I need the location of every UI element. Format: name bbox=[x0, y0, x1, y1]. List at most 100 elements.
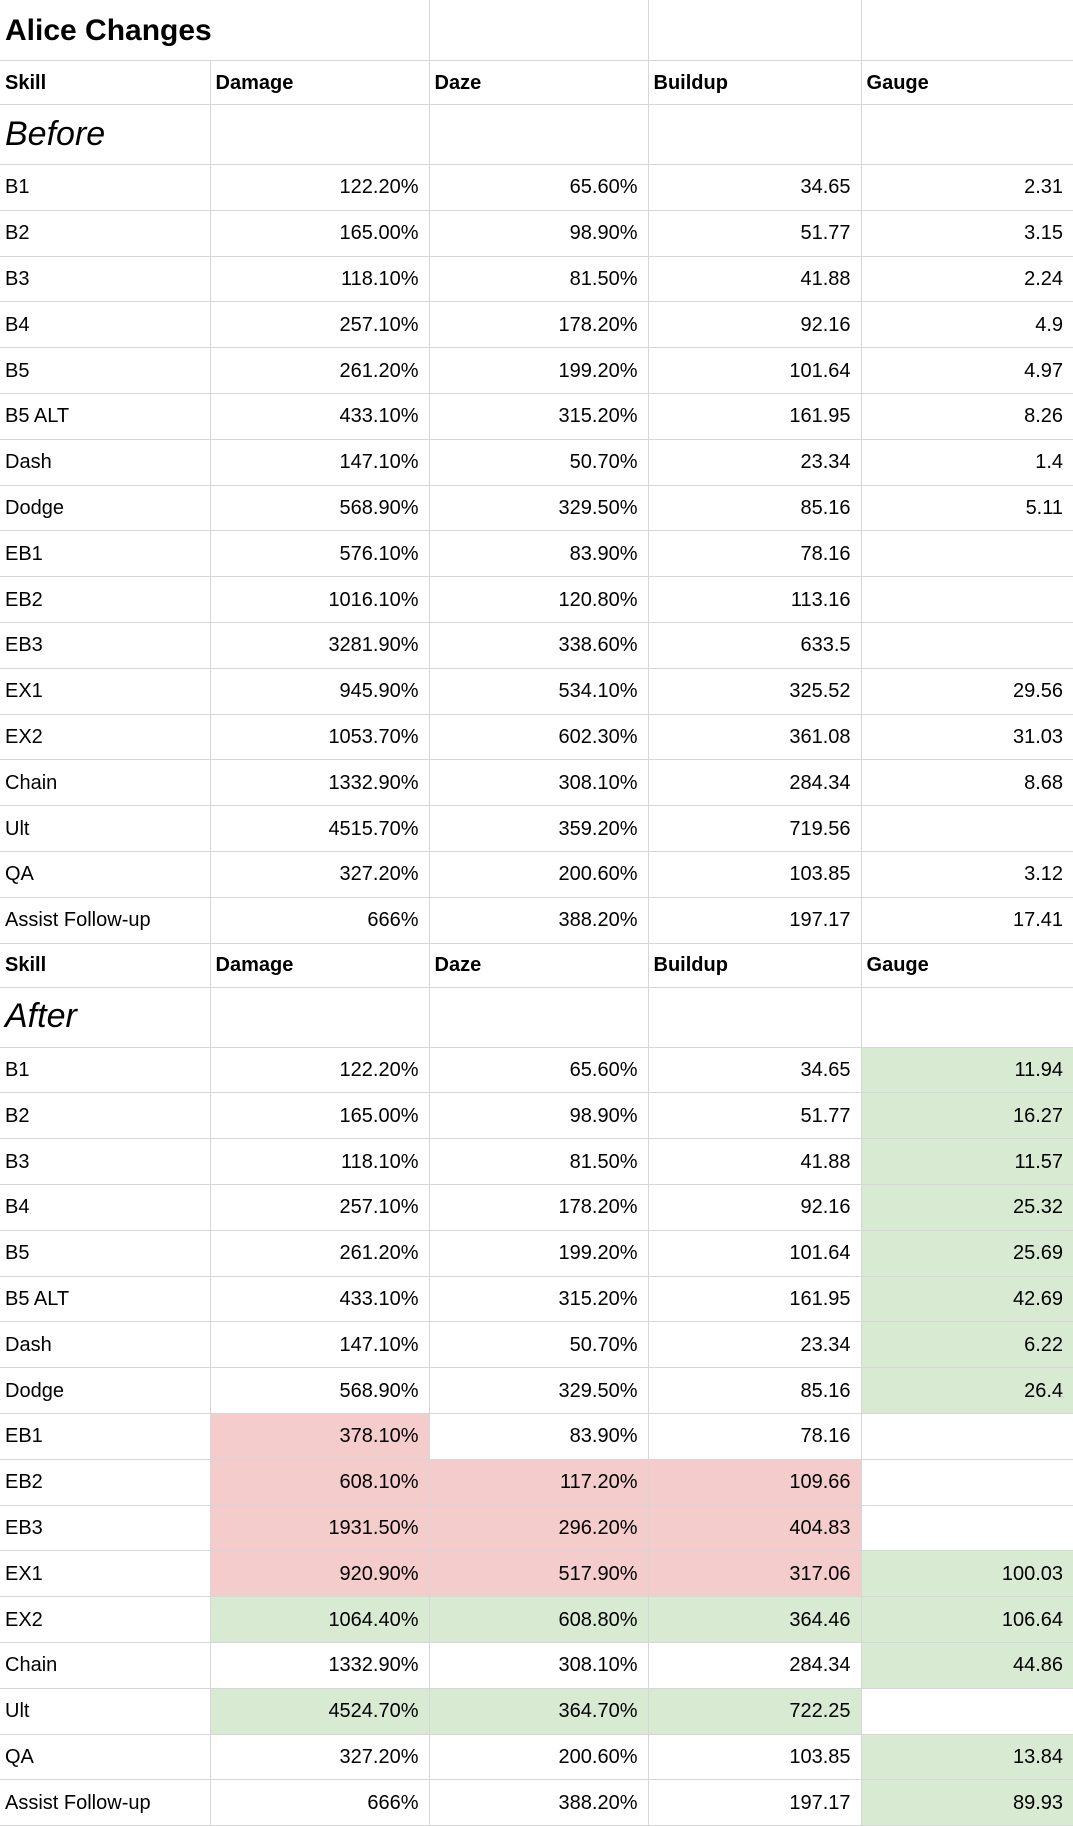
gauge-cell[interactable] bbox=[860, 621, 1073, 669]
buildup-cell[interactable]: 197.17 bbox=[647, 1779, 862, 1826]
daze-cell[interactable]: 308.10% bbox=[428, 759, 649, 807]
daze-cell[interactable]: 308.10% bbox=[428, 1641, 649, 1689]
empty-cell[interactable] bbox=[647, 986, 862, 1048]
gauge-cell[interactable]: 11.94 bbox=[860, 1046, 1073, 1094]
gauge-cell[interactable]: 4.9 bbox=[860, 301, 1073, 349]
damage-cell[interactable]: 666% bbox=[209, 896, 430, 944]
skill-cell[interactable]: B2 bbox=[0, 209, 211, 257]
damage-cell[interactable]: 920.90% bbox=[209, 1550, 430, 1598]
buildup-cell[interactable]: 361.08 bbox=[647, 713, 862, 761]
skill-cell[interactable]: Dodge bbox=[0, 484, 211, 532]
daze-cell[interactable]: 199.20% bbox=[428, 347, 649, 394]
damage-cell[interactable]: 576.10% bbox=[209, 530, 430, 578]
daze-cell[interactable]: 329.50% bbox=[428, 1367, 649, 1414]
skill-cell[interactable]: EX1 bbox=[0, 667, 211, 715]
skill-cell[interactable]: B4 bbox=[0, 301, 211, 349]
damage-cell[interactable]: 122.20% bbox=[209, 164, 430, 211]
daze-cell[interactable]: 517.90% bbox=[428, 1550, 649, 1598]
empty-cell[interactable] bbox=[209, 986, 430, 1048]
gauge-cell[interactable] bbox=[860, 1504, 1073, 1552]
gauge-cell[interactable]: 42.69 bbox=[860, 1275, 1073, 1323]
damage-cell[interactable]: 147.10% bbox=[209, 1321, 430, 1369]
skill-cell[interactable]: Chain bbox=[0, 1641, 211, 1689]
skill-cell[interactable]: B4 bbox=[0, 1183, 211, 1231]
skill-cell[interactable]: Dash bbox=[0, 438, 211, 486]
gauge-cell[interactable]: 8.26 bbox=[860, 392, 1073, 440]
damage-cell[interactable]: 118.10% bbox=[209, 255, 430, 303]
daze-cell[interactable]: 50.70% bbox=[428, 438, 649, 486]
daze-cell[interactable]: 534.10% bbox=[428, 667, 649, 715]
gauge-cell[interactable]: 89.93 bbox=[860, 1779, 1073, 1826]
skill-cell[interactable]: B3 bbox=[0, 255, 211, 303]
buildup-cell[interactable]: 197.17 bbox=[647, 896, 862, 944]
daze-cell[interactable]: 364.70% bbox=[428, 1687, 649, 1735]
column-header[interactable]: Daze bbox=[428, 60, 649, 105]
damage-cell[interactable]: 261.20% bbox=[209, 1229, 430, 1277]
damage-cell[interactable]: 257.10% bbox=[209, 1183, 430, 1231]
empty-cell[interactable] bbox=[428, 0, 649, 61]
daze-cell[interactable]: 296.20% bbox=[428, 1504, 649, 1552]
buildup-cell[interactable]: 161.95 bbox=[647, 1275, 862, 1323]
damage-cell[interactable]: 1064.40% bbox=[209, 1596, 430, 1643]
skill-cell[interactable]: B1 bbox=[0, 1046, 211, 1094]
daze-cell[interactable]: 200.60% bbox=[428, 1733, 649, 1781]
daze-cell[interactable]: 98.90% bbox=[428, 209, 649, 257]
damage-cell[interactable]: 1332.90% bbox=[209, 1641, 430, 1689]
daze-cell[interactable]: 98.90% bbox=[428, 1092, 649, 1140]
column-header[interactable]: Daze bbox=[428, 942, 649, 988]
buildup-cell[interactable]: 101.64 bbox=[647, 1229, 862, 1277]
gauge-cell[interactable]: 6.22 bbox=[860, 1321, 1073, 1369]
daze-cell[interactable]: 65.60% bbox=[428, 1046, 649, 1094]
skill-cell[interactable]: Ult bbox=[0, 805, 211, 852]
damage-cell[interactable]: 378.10% bbox=[209, 1412, 430, 1460]
buildup-cell[interactable]: 78.16 bbox=[647, 530, 862, 578]
gauge-cell[interactable]: 31.03 bbox=[860, 713, 1073, 761]
gauge-cell[interactable]: 26.4 bbox=[860, 1367, 1073, 1414]
empty-cell[interactable] bbox=[647, 104, 862, 165]
column-header[interactable]: Skill bbox=[0, 60, 211, 105]
skill-cell[interactable]: Assist Follow-up bbox=[0, 896, 211, 944]
damage-cell[interactable]: 147.10% bbox=[209, 438, 430, 486]
damage-cell[interactable]: 1332.90% bbox=[209, 759, 430, 807]
section-label[interactable]: After bbox=[0, 986, 211, 1048]
damage-cell[interactable]: 257.10% bbox=[209, 301, 430, 349]
skill-cell[interactable]: EB2 bbox=[0, 1458, 211, 1506]
buildup-cell[interactable]: 284.34 bbox=[647, 1641, 862, 1689]
buildup-cell[interactable]: 317.06 bbox=[647, 1550, 862, 1598]
buildup-cell[interactable]: 103.85 bbox=[647, 1733, 862, 1781]
gauge-cell[interactable]: 16.27 bbox=[860, 1092, 1073, 1140]
column-header[interactable]: Damage bbox=[209, 60, 430, 105]
buildup-cell[interactable]: 101.64 bbox=[647, 347, 862, 394]
empty-cell[interactable] bbox=[860, 104, 1073, 165]
daze-cell[interactable]: 178.20% bbox=[428, 301, 649, 349]
daze-cell[interactable]: 120.80% bbox=[428, 576, 649, 623]
daze-cell[interactable]: 178.20% bbox=[428, 1183, 649, 1231]
daze-cell[interactable]: 315.20% bbox=[428, 1275, 649, 1323]
daze-cell[interactable]: 83.90% bbox=[428, 1412, 649, 1460]
gauge-cell[interactable]: 13.84 bbox=[860, 1733, 1073, 1781]
column-header[interactable]: Buildup bbox=[647, 60, 862, 105]
gauge-cell[interactable]: 8.68 bbox=[860, 759, 1073, 807]
skill-cell[interactable]: Ult bbox=[0, 1687, 211, 1735]
daze-cell[interactable]: 117.20% bbox=[428, 1458, 649, 1506]
empty-cell[interactable] bbox=[209, 104, 430, 165]
buildup-cell[interactable]: 284.34 bbox=[647, 759, 862, 807]
gauge-cell[interactable] bbox=[860, 1687, 1073, 1735]
skill-cell[interactable]: B5 bbox=[0, 1229, 211, 1277]
daze-cell[interactable]: 359.20% bbox=[428, 805, 649, 852]
gauge-cell[interactable]: 25.32 bbox=[860, 1183, 1073, 1231]
damage-cell[interactable]: 165.00% bbox=[209, 1092, 430, 1140]
section-label[interactable]: Before bbox=[0, 104, 211, 165]
empty-cell[interactable] bbox=[860, 986, 1073, 1048]
skill-cell[interactable]: Dash bbox=[0, 1321, 211, 1369]
gauge-cell[interactable]: 3.15 bbox=[860, 209, 1073, 257]
skill-cell[interactable]: B5 ALT bbox=[0, 392, 211, 440]
damage-cell[interactable]: 608.10% bbox=[209, 1458, 430, 1506]
empty-cell[interactable] bbox=[860, 0, 1073, 61]
buildup-cell[interactable]: 719.56 bbox=[647, 805, 862, 852]
skill-cell[interactable]: Assist Follow-up bbox=[0, 1779, 211, 1826]
gauge-cell[interactable] bbox=[860, 576, 1073, 623]
column-header[interactable]: Damage bbox=[209, 942, 430, 988]
gauge-cell[interactable]: 1.4 bbox=[860, 438, 1073, 486]
damage-cell[interactable]: 666% bbox=[209, 1779, 430, 1826]
